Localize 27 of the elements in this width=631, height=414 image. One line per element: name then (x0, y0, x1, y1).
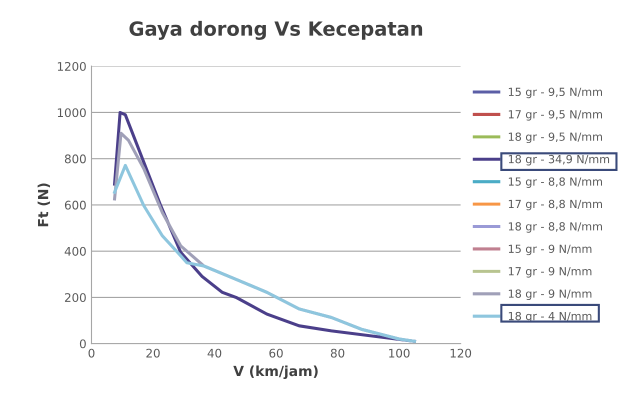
legend-label: 15 gr - 8,8 N/mm (508, 177, 602, 188)
y-tick-label: 1000 (58, 108, 86, 118)
legend-label: 17 gr - 8,8 N/mm (508, 200, 602, 210)
chart-title: Gaya dorong Vs Kecepatan (129, 20, 422, 40)
y-tick-label: 600 (64, 200, 86, 210)
legend-label: 18 gr - 9,5 N/mm (508, 132, 602, 144)
legend-label: 18 gr - 34,9 N/mm (508, 154, 610, 166)
x-tick-label: 120 (450, 348, 472, 358)
x-tick-label: 0 (88, 348, 94, 358)
y-tick-label: 200 (64, 293, 86, 302)
x-tick-label: 100 (389, 348, 410, 358)
legend-label: 15 gr - 9 N/mm (508, 244, 592, 256)
legend-label: 15 gr - 9,5 N/mm (508, 88, 602, 98)
y-tick-label: 800 (64, 154, 86, 164)
x-tick-label: 60 (269, 348, 283, 358)
legend-label: 18 gr - 8,8 N/mm (508, 222, 602, 233)
x-tick-label: 80 (330, 348, 344, 358)
y-tick-label: 0 (80, 339, 86, 348)
legend-label: 17 gr - 9 N/mm (508, 267, 592, 278)
x-tick-label: 20 (146, 348, 160, 358)
x-axis-title: V (km/jam) (233, 365, 318, 380)
y-axis-title: Ft (N) (38, 183, 50, 226)
y-tick-label: 1200 (58, 62, 86, 71)
y-tick-label: 400 (64, 246, 86, 256)
legend-label: 17 gr - 9,5 N/mm (508, 110, 602, 121)
x-tick-label: 40 (208, 348, 222, 358)
legend-label: 18 gr - 9 N/mm (508, 289, 592, 300)
